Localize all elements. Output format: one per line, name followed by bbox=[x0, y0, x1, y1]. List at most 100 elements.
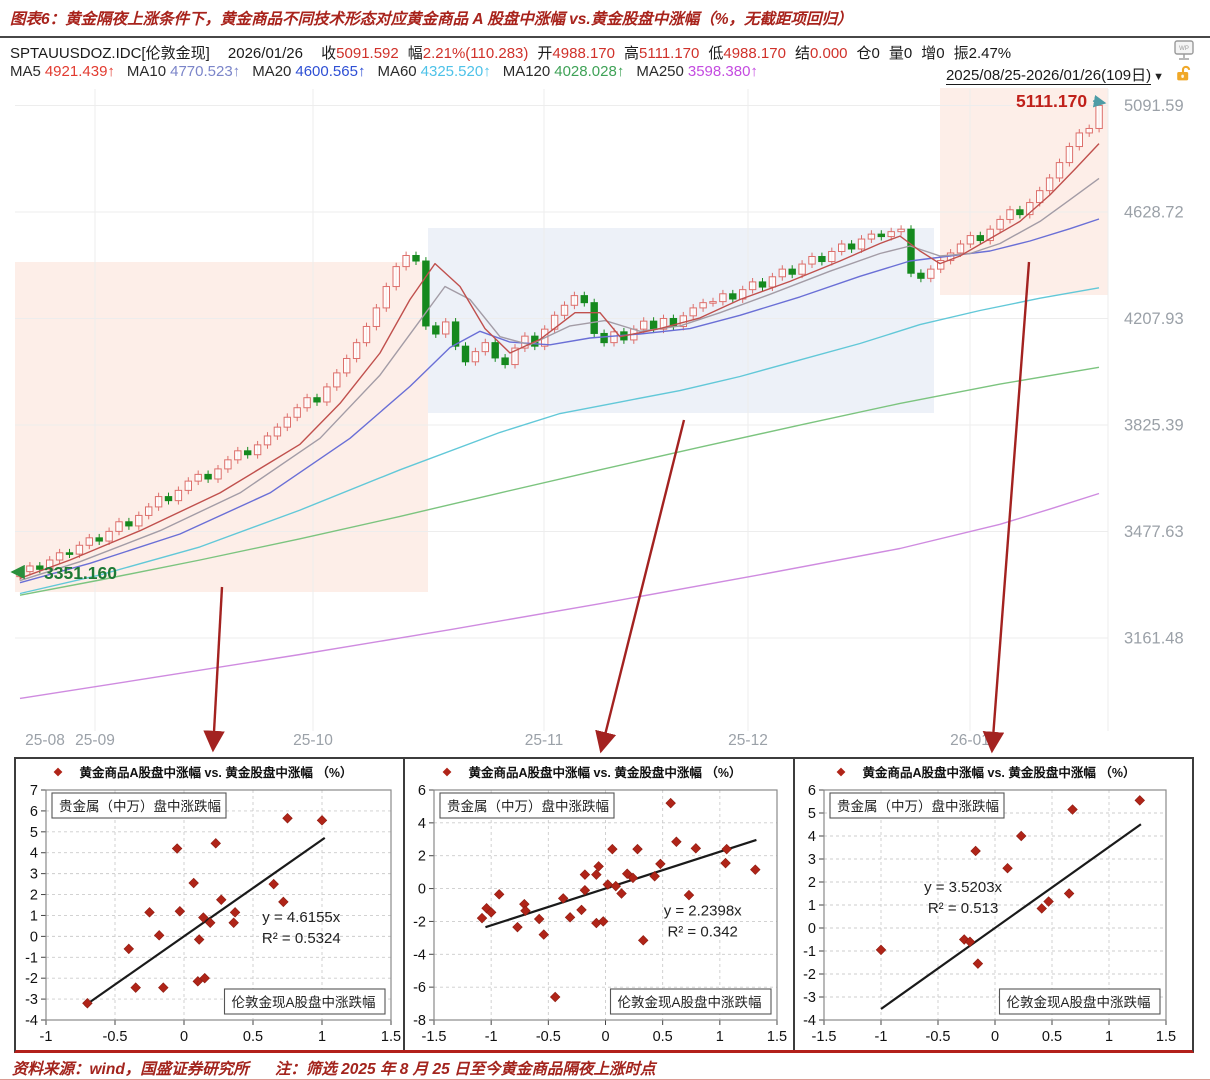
svg-text:1: 1 bbox=[30, 908, 38, 924]
svg-text:-3: -3 bbox=[803, 990, 816, 1006]
svg-text:-4: -4 bbox=[803, 1013, 816, 1029]
svg-text:1: 1 bbox=[1105, 1029, 1113, 1045]
svg-text:0.5: 0.5 bbox=[243, 1029, 263, 1045]
svg-text:0.5: 0.5 bbox=[1042, 1029, 1062, 1045]
svg-text:-8: -8 bbox=[413, 1013, 426, 1029]
candlestick-chart[interactable]: 5091.59 4628.72 4207.93 3825.39 3477.63 3161.… bbox=[0, 85, 1210, 757]
svg-text:4207.93: 4207.93 bbox=[1124, 310, 1184, 328]
svg-text:伦敦金现A股盘中涨跌幅: 伦敦金现A股盘中涨跌幅 bbox=[1007, 994, 1151, 1010]
svg-text:y = 2.2398x: y = 2.2398x bbox=[664, 903, 742, 920]
svg-text:-2: -2 bbox=[25, 971, 38, 987]
ma-legend-item: MA10 4770.523↑ bbox=[126, 63, 241, 80]
scatter-plot-1: -1 -0.5 0 0.5 1 1.5 -4 -3 -2 -1 0 1 2 3 4 5 6 7 y = 4.6155… bbox=[25, 765, 401, 1045]
figure-title: 图表6：黄金隔夜上涨条件下，黄金商品不同技术形态对应黄金商品 A 股盘中涨幅 v… bbox=[10, 11, 853, 28]
quote-field: 高5111.170 bbox=[624, 45, 700, 62]
svg-text:4: 4 bbox=[808, 829, 816, 845]
quote-field: 低4988.170 bbox=[708, 45, 786, 62]
quote-field: 结0.000 bbox=[794, 45, 848, 62]
svg-text:-2: -2 bbox=[803, 967, 816, 983]
svg-text:5: 5 bbox=[30, 825, 38, 841]
candlestick-canvas[interactable]: 5091.59 4628.72 4207.93 3825.39 3477.63 3161.… bbox=[0, 85, 1210, 757]
note-text: 注：筛选 2025 年 8 月 25 日至今黄金商品隔夜上涨时点 bbox=[274, 1061, 656, 1078]
svg-text:3825.39: 3825.39 bbox=[1124, 416, 1184, 434]
svg-text:3477.63: 3477.63 bbox=[1124, 523, 1184, 541]
ma-items: MA5 4921.439↑ MA10 4770.523↑ MA20 4600.565↑ MA… bbox=[10, 63, 770, 80]
quote-date: 2026/01/26 bbox=[227, 45, 303, 62]
svg-text:-1: -1 bbox=[25, 950, 38, 966]
svg-text:5111.170: 5111.170 bbox=[1016, 91, 1087, 111]
svg-text:2: 2 bbox=[418, 849, 426, 865]
scatter-plot-2: -1.5 -1 -0.5 0 0.5 1 1.5 -8 -6 -4 -2 0 2 4 6 y = 2.2398… bbox=[413, 765, 787, 1045]
svg-text:-4: -4 bbox=[25, 1013, 38, 1029]
quote-field: 开4988.170 bbox=[537, 45, 615, 62]
svg-text:0: 0 bbox=[180, 1029, 188, 1045]
svg-text:4628.72: 4628.72 bbox=[1124, 203, 1184, 221]
svg-text:25-12: 25-12 bbox=[728, 732, 768, 749]
svg-text:-0.5: -0.5 bbox=[103, 1029, 128, 1045]
svg-text:伦敦金现A股盘中涨跌幅: 伦敦金现A股盘中涨跌幅 bbox=[232, 994, 376, 1010]
ma-legend-item: MA120 4028.028↑ bbox=[502, 63, 625, 80]
svg-text:5091.59: 5091.59 bbox=[1124, 97, 1184, 115]
svg-text:0: 0 bbox=[30, 929, 38, 945]
quote-field: 幅2.21%(110.283) bbox=[407, 45, 529, 62]
ma-legend-item: MA20 4600.565↑ bbox=[252, 63, 366, 80]
svg-text:0: 0 bbox=[808, 921, 816, 937]
quote-field: 增0 bbox=[921, 45, 945, 62]
scatter-panels: -1 -0.5 0 0.5 1 1.5 -4 -3 -2 -1 0 1 2 3 4 5 6 7 y = 4.6155… bbox=[14, 757, 1194, 1053]
svg-text:1: 1 bbox=[716, 1029, 724, 1045]
scatter-panel-3: -1.5 -1 -0.5 0 0.5 1 1.5 -4 -3 -2 -1 0 1 2 3 4 5 6 y = 3.5… bbox=[795, 759, 1192, 1050]
svg-text:-0.5: -0.5 bbox=[536, 1029, 561, 1045]
svg-text:0.5: 0.5 bbox=[653, 1029, 673, 1045]
svg-text:5: 5 bbox=[808, 806, 816, 822]
svg-text:2: 2 bbox=[808, 875, 816, 891]
unlock-icon[interactable] bbox=[1174, 63, 1194, 83]
date-range-label: 2025/08/25-2026/01/26(109日) bbox=[945, 67, 1152, 85]
svg-text:黄金商品A股盘中涨幅 vs. 黄金股盘中涨幅 （%）: 黄金商品A股盘中涨幅 vs. 黄金股盘中涨幅 （%） bbox=[80, 765, 353, 780]
quote-field: 仓0 bbox=[856, 45, 880, 62]
quote-fields: 收5091.592 幅2.21%(110.283) 开4988.170 高5111.1… bbox=[321, 45, 1020, 62]
svg-text:R² = 0.5324: R² = 0.5324 bbox=[262, 930, 341, 947]
svg-text:贵金属（中万）盘中涨跌幅: 贵金属（中万）盘中涨跌幅 bbox=[59, 798, 221, 814]
terminal-monitor-icon[interactable]: WP bbox=[1172, 40, 1196, 62]
svg-text:y = 4.6155x: y = 4.6155x bbox=[262, 909, 340, 926]
svg-text:伦敦金现A股盘中涨跌幅: 伦敦金现A股盘中涨跌幅 bbox=[618, 994, 762, 1010]
svg-text:1: 1 bbox=[808, 898, 816, 914]
svg-text:3351.160: 3351.160 bbox=[44, 563, 117, 583]
svg-text:25-08: 25-08 bbox=[25, 732, 65, 749]
svg-text:25-11: 25-11 bbox=[525, 732, 564, 749]
title-divider bbox=[0, 36, 1210, 38]
svg-text:4: 4 bbox=[418, 816, 426, 832]
svg-text:25-10: 25-10 bbox=[293, 732, 333, 749]
source-note: 资料来源：wind，国盛证券研究所 注：筛选 2025 年 8 月 25 日至今黄… bbox=[12, 1057, 656, 1079]
svg-text:3: 3 bbox=[808, 852, 816, 868]
svg-text:-1: -1 bbox=[485, 1029, 498, 1045]
svg-text:26-01: 26-01 bbox=[950, 732, 990, 749]
quote-bar: SPTAUUSDOZ.IDC[伦敦金现] 2026/01/26 收5091.59… bbox=[10, 42, 1020, 63]
quote-field: 振2.47% bbox=[953, 45, 1012, 62]
svg-text:7: 7 bbox=[30, 783, 38, 799]
svg-text:3161.48: 3161.48 bbox=[1124, 629, 1184, 647]
svg-text:0: 0 bbox=[991, 1029, 999, 1045]
svg-text:25-09: 25-09 bbox=[75, 732, 115, 749]
svg-text:4: 4 bbox=[30, 846, 38, 862]
svg-text:0: 0 bbox=[601, 1029, 609, 1045]
svg-text:y = 3.5203x: y = 3.5203x bbox=[924, 879, 1002, 896]
svg-text:-1: -1 bbox=[875, 1029, 888, 1045]
svg-text:3: 3 bbox=[30, 867, 38, 883]
source-text: 资料来源：wind，国盛证券研究所 bbox=[12, 1061, 249, 1078]
ma-legend-item: MA250 3598.380↑ bbox=[636, 63, 758, 80]
svg-text:-6: -6 bbox=[413, 980, 426, 996]
svg-text:1.5: 1.5 bbox=[1156, 1029, 1176, 1045]
svg-text:R² = 0.513: R² = 0.513 bbox=[928, 900, 998, 917]
date-range-selector[interactable]: 2025/08/25-2026/01/26(109日) ▼ bbox=[945, 64, 1164, 85]
svg-text:1.5: 1.5 bbox=[381, 1029, 401, 1045]
svg-text:-1.5: -1.5 bbox=[812, 1029, 837, 1045]
svg-text:6: 6 bbox=[418, 783, 426, 799]
svg-text:1.5: 1.5 bbox=[767, 1029, 787, 1045]
svg-text:0: 0 bbox=[418, 882, 426, 898]
chevron-down-icon: ▼ bbox=[1153, 71, 1164, 83]
svg-text:-3: -3 bbox=[25, 992, 38, 1008]
svg-text:6: 6 bbox=[30, 804, 38, 820]
svg-text:-0.5: -0.5 bbox=[926, 1029, 951, 1045]
